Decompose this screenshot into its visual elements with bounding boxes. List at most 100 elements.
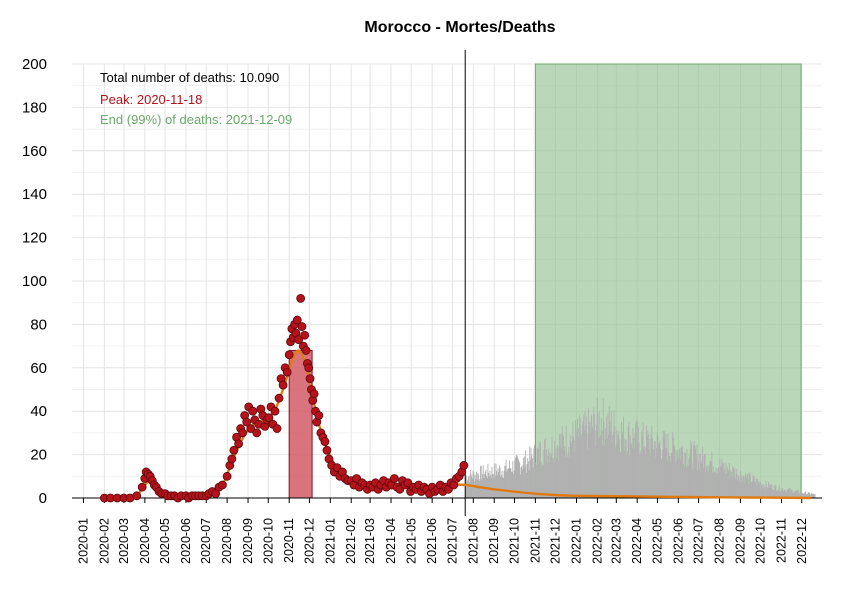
forecast-bar xyxy=(523,458,525,498)
forecast-bar xyxy=(751,481,753,498)
forecast-bar xyxy=(737,475,739,498)
forecast-bar xyxy=(776,491,778,498)
forecast-bar xyxy=(686,448,688,498)
forecast-bar xyxy=(638,442,640,498)
forecast-bar xyxy=(530,448,532,498)
forecast-bar xyxy=(515,457,517,498)
x-tick-label: 2021-06 xyxy=(425,518,439,564)
forecast-bar xyxy=(792,492,794,498)
forecast-bar xyxy=(706,469,708,498)
forecast-bar xyxy=(571,443,573,498)
forecast-bar xyxy=(672,437,674,498)
forecast-bar xyxy=(732,466,734,498)
forecast-bar xyxy=(551,436,553,498)
forecast-bar xyxy=(782,488,784,498)
x-tick-label: 2021-12 xyxy=(549,518,563,564)
forecast-bar xyxy=(691,464,693,498)
forecast-bar xyxy=(726,473,728,498)
forecast-bar xyxy=(598,438,599,498)
forecast-bar xyxy=(774,485,776,498)
forecast-bar xyxy=(550,456,552,498)
forecast-bar xyxy=(582,421,584,498)
forecast-bar xyxy=(592,426,593,498)
forecast-bar xyxy=(743,475,745,498)
x-tick-label: 2021-08 xyxy=(466,518,480,564)
forecast-bar xyxy=(801,493,803,498)
forecast-bar xyxy=(809,494,811,498)
forecast-bar xyxy=(615,444,617,498)
forecast-bar xyxy=(496,471,498,498)
forecast-bar xyxy=(549,452,551,498)
forecast-bar xyxy=(629,455,631,498)
forecast-bar xyxy=(729,477,731,498)
forecast-bar xyxy=(707,464,709,498)
forecast-bar xyxy=(655,457,657,498)
y-tick-label: 20 xyxy=(30,447,47,464)
forecast-bar xyxy=(768,481,769,498)
data-point xyxy=(274,393,284,403)
forecast-bar xyxy=(511,472,513,498)
forecast-bar xyxy=(525,450,527,498)
forecast-bar xyxy=(747,474,749,498)
forecast-bar xyxy=(519,462,521,498)
x-tick-label: 2020-08 xyxy=(220,518,234,564)
forecast-bar xyxy=(644,447,646,498)
forecast-bar xyxy=(790,489,792,498)
forecast-bar xyxy=(726,466,728,498)
forecast-bar xyxy=(683,463,684,498)
forecast-bar xyxy=(745,472,747,498)
forecast-bar xyxy=(802,493,804,498)
forecast-bar xyxy=(708,467,710,498)
forecast-bar xyxy=(695,448,697,498)
forecast-bar xyxy=(774,484,776,498)
forecast-bar xyxy=(550,453,552,498)
forecast-bar xyxy=(526,464,528,498)
forecast-bar xyxy=(633,437,635,498)
forecast-bar xyxy=(753,478,755,498)
forecast-bar xyxy=(612,434,614,498)
data-point xyxy=(309,389,319,399)
forecast-bar xyxy=(718,469,720,498)
forecast-bar xyxy=(723,462,725,498)
forecast-bar xyxy=(809,492,811,498)
forecast-bar xyxy=(792,493,794,498)
forecast-bar xyxy=(542,464,543,498)
forecast-bar xyxy=(651,425,653,498)
forecast-bar xyxy=(597,413,599,498)
forecast-bar xyxy=(575,429,577,498)
forecast-bar xyxy=(637,427,639,498)
forecast-bar xyxy=(745,478,747,498)
forecast-bar xyxy=(660,459,662,498)
forecast-bar xyxy=(805,491,807,498)
forecast-bar xyxy=(588,426,590,498)
forecast-bar xyxy=(695,453,697,498)
x-tick-label: 2022-08 xyxy=(712,518,726,564)
forecast-bar xyxy=(544,438,546,498)
forecast-bar xyxy=(765,480,767,498)
forecast-bar xyxy=(500,475,502,498)
forecast-bar xyxy=(513,473,514,498)
forecast-bar xyxy=(558,461,560,498)
forecast-bar xyxy=(481,479,483,498)
y-tick-label: 200 xyxy=(22,56,47,73)
forecast-bar xyxy=(664,447,666,498)
forecast-bar xyxy=(583,415,585,498)
forecast-bar xyxy=(560,434,562,498)
forecast-bar xyxy=(658,443,660,498)
forecast-bar xyxy=(631,448,633,498)
forecast-bar xyxy=(596,397,598,498)
x-tick-label: 2022-12 xyxy=(795,518,809,564)
x-tick-label: 2022-01 xyxy=(569,518,583,564)
y-axis-ticks: 0 20 40 60 80 100 120 140 160 180 200 xyxy=(22,56,47,507)
forecast-bar xyxy=(791,489,793,498)
data-point xyxy=(137,482,147,492)
forecast-bar xyxy=(727,470,729,498)
forecast-bar xyxy=(627,426,629,498)
forecast-bar xyxy=(546,463,548,498)
forecast-bar xyxy=(708,471,709,498)
forecast-bar xyxy=(712,466,714,498)
data-point xyxy=(246,424,256,433)
forecast-bar xyxy=(753,476,755,498)
forecast-bar xyxy=(668,452,670,498)
